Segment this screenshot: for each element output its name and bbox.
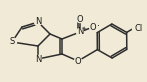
Text: S: S (9, 37, 15, 46)
Circle shape (76, 15, 83, 22)
Circle shape (75, 57, 81, 65)
Text: O: O (75, 56, 81, 66)
Circle shape (35, 56, 41, 62)
Circle shape (133, 22, 145, 34)
Text: +: + (81, 26, 86, 31)
Circle shape (7, 37, 16, 46)
Text: O: O (77, 15, 83, 24)
Text: O: O (90, 22, 96, 31)
Text: N: N (77, 27, 83, 36)
Circle shape (35, 19, 41, 26)
Text: Cl: Cl (135, 24, 143, 33)
Text: N: N (35, 55, 41, 63)
Text: N: N (35, 17, 41, 26)
Text: ·: · (96, 21, 100, 31)
Circle shape (90, 24, 96, 31)
Circle shape (76, 29, 83, 36)
